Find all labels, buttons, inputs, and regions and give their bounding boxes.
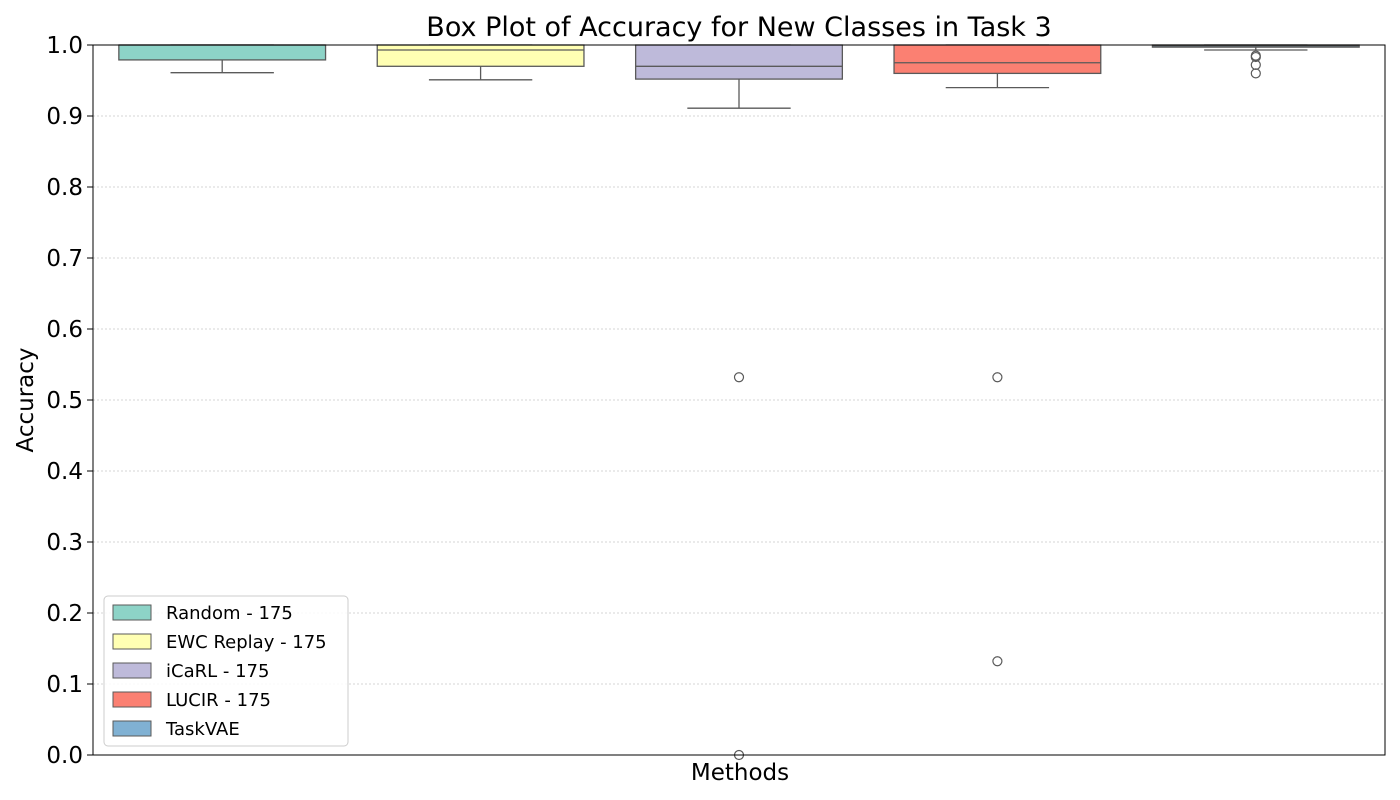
y-tick-label: 0.6	[46, 317, 83, 343]
legend-frame	[103, 595, 349, 747]
legend-label: iCaRL - 175	[166, 661, 269, 682]
outlier-point	[992, 656, 1003, 667]
legend-label: TaskVAE	[165, 719, 240, 740]
box-5	[1151, 44, 1360, 79]
y-tick-label: 0.9	[46, 104, 83, 130]
y-tick-label: 1.0	[46, 33, 83, 59]
legend-swatch	[112, 662, 152, 679]
legend-swatch	[112, 633, 152, 650]
box-4	[893, 44, 1102, 667]
iqr-box	[634, 44, 844, 80]
y-tick-label: 0.8	[46, 175, 83, 201]
iqr-box	[376, 44, 585, 67]
legend-swatch	[112, 691, 152, 708]
grid-lines	[93, 44, 1385, 756]
x-axis-label: Methods	[691, 760, 789, 786]
y-axis-ticks: 0.0 0.1 0.2 0.3 0.4 0.5 0.6 0.7 0.8 0.9 1.0	[46, 33, 93, 769]
outlier-point	[992, 372, 1003, 383]
box-2	[376, 44, 585, 81]
legend-swatch	[112, 720, 152, 737]
chart-title: Box Plot of Accuracy for New Classes in …	[426, 12, 1051, 43]
outlier-point	[733, 372, 745, 383]
y-tick-label: 0.4	[46, 459, 83, 485]
legend-label: Random - 175	[166, 603, 293, 624]
y-tick-label: 0.3	[46, 530, 83, 556]
legend-label: LUCIR - 175	[166, 690, 271, 711]
y-tick-label: 0.2	[46, 601, 83, 627]
box-1	[118, 44, 327, 74]
y-axis-label: Accuracy	[13, 347, 39, 452]
y-tick-label: 0.1	[46, 672, 83, 698]
box-series	[118, 44, 1360, 761]
box-3	[634, 44, 844, 761]
y-tick-label: 0.5	[46, 388, 83, 414]
legend: Random - 175 EWC Replay - 175 iCaRL - 175 L…	[103, 595, 349, 747]
outlier-point	[1250, 68, 1261, 79]
legend-swatch	[112, 604, 152, 621]
y-tick-label: 0.0	[46, 743, 83, 769]
legend-label: EWC Replay - 175	[166, 632, 327, 653]
iqr-box	[893, 44, 1102, 75]
y-tick-label: 0.7	[46, 246, 83, 272]
outlier-point	[1250, 51, 1261, 63]
iqr-box	[118, 44, 327, 61]
